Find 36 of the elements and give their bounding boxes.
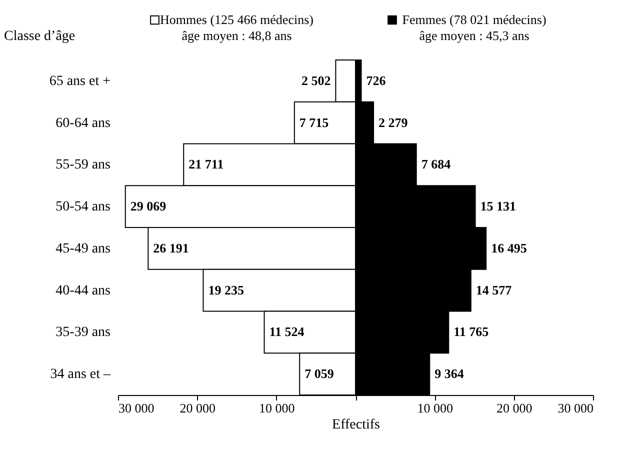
- x-tick-label: 20 000: [496, 400, 532, 416]
- x-tick-label: 10 000: [417, 400, 454, 416]
- data-label: 2 279: [378, 114, 408, 130]
- data-label: 7 059: [304, 366, 334, 382]
- data-label: 11 765: [454, 324, 490, 340]
- legend-label: Hommes (125 466 médecins): [160, 12, 314, 27]
- data-label: 7 715: [299, 114, 330, 130]
- data-label: 29 069: [130, 198, 167, 214]
- y-tick-label: 65 ans et +: [49, 74, 111, 89]
- y-axis-title: Classe d’âge: [4, 29, 76, 44]
- x-tick-label: 20 000: [180, 400, 216, 416]
- data-label: 2 502: [301, 72, 331, 88]
- x-tick-label: 10 000: [258, 400, 295, 416]
- data-label: 15 131: [480, 198, 516, 214]
- y-tick-label: 45-49 ans: [56, 241, 110, 256]
- y-tick-label: 50-54 ans: [56, 200, 110, 215]
- data-label: 7 684: [421, 156, 452, 172]
- data-label: 9 364: [434, 366, 464, 382]
- x-tick-label: 30 000: [558, 400, 594, 416]
- text: âge moyen : 48,8 ans: [182, 28, 292, 43]
- y-tick-label: 60-64 ans: [56, 116, 110, 131]
- data-label: 16 495: [491, 240, 528, 256]
- x-tick-label: 30 000: [118, 400, 154, 416]
- y-tick-label: 55-59 ans: [56, 158, 110, 173]
- legend-label: Femmes (78 021 médecins): [402, 12, 546, 27]
- data-label: 11 524: [269, 324, 305, 340]
- x-axis-title: Effectifs: [332, 418, 380, 432]
- data-label: 26 191: [153, 240, 189, 256]
- y-tick-label: 40-44 ans: [56, 283, 110, 298]
- data-label: 21 711: [188, 156, 224, 172]
- text: âge moyen : 45,3 ans: [419, 28, 530, 43]
- data-label: 726: [366, 72, 386, 88]
- data-label: 19 235: [208, 282, 244, 298]
- y-tick-label: 34 ans et –: [50, 367, 112, 382]
- y-tick-label: 35-39 ans: [56, 325, 110, 340]
- data-label: 14 577: [476, 282, 512, 298]
